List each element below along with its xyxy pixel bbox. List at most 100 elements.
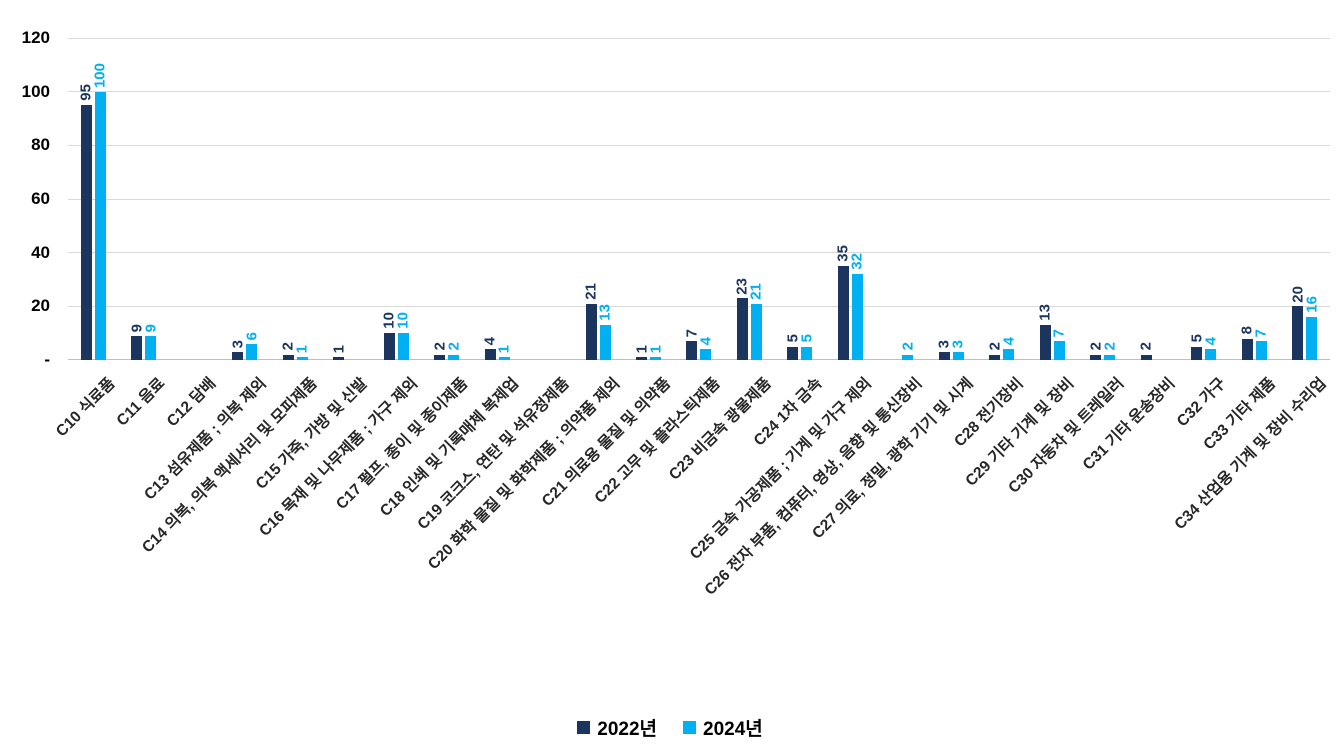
- value-label: 32: [848, 253, 866, 271]
- gridline: [68, 91, 1330, 93]
- bar: 3: [229, 340, 246, 360]
- category-label: C11 음료: [113, 374, 169, 430]
- bar: 1: [647, 345, 664, 360]
- bar: 2: [899, 342, 916, 360]
- y-tick-label: 60: [31, 189, 50, 208]
- value-label: 10: [394, 312, 412, 330]
- x-axis-line: [68, 359, 1330, 360]
- bar: 21: [748, 283, 765, 360]
- value-label: 4: [1000, 336, 1018, 346]
- gridline: [68, 144, 1330, 146]
- bar-group: [522, 38, 572, 360]
- bar: 5: [784, 334, 801, 360]
- bar: 13: [1037, 304, 1054, 360]
- bar: 2: [280, 342, 297, 360]
- value-label: 21: [582, 282, 600, 300]
- bar: 3: [950, 340, 967, 360]
- legend-label: 2022년: [597, 719, 657, 740]
- value-label: 13: [1036, 304, 1054, 322]
- bar: 4: [482, 337, 499, 360]
- value-label: 6: [243, 331, 261, 340]
- bar: 5: [1188, 334, 1205, 360]
- value-label: 4: [1202, 336, 1220, 346]
- bar-group: 20 16: [1280, 38, 1330, 360]
- value-label: 7: [1050, 328, 1068, 338]
- bar: 4: [1202, 337, 1219, 360]
- bar: 2: [1087, 342, 1104, 360]
- value-label: 2: [1137, 342, 1155, 351]
- value-label: 1: [293, 344, 311, 354]
- bar-group: 23 21: [724, 38, 774, 360]
- bar: 1: [633, 345, 650, 360]
- bar-group: 13 7: [1027, 38, 1077, 360]
- value-label: 4: [697, 336, 715, 346]
- bar-group: 21 13: [573, 38, 623, 360]
- bar: 1: [294, 345, 311, 360]
- y-axis: - 20 40 60 80 100 120: [0, 28, 60, 369]
- bar: 9: [128, 324, 145, 360]
- bar: 6: [243, 332, 260, 360]
- bar-group: 95 100: [68, 38, 118, 360]
- bar: 13: [597, 304, 614, 360]
- value-label: 9: [142, 323, 160, 332]
- bar-group: [169, 38, 219, 360]
- bar: 2: [431, 342, 448, 360]
- legend: 2022년 2024년: [0, 714, 1340, 741]
- y-tick-label: 100: [21, 81, 50, 101]
- value-label: 3: [949, 339, 967, 348]
- value-label: 1: [330, 344, 348, 354]
- value-label: 2: [899, 342, 917, 351]
- value-label: 7: [683, 328, 701, 338]
- value-label: 2: [445, 342, 463, 351]
- bar: 3: [936, 340, 953, 360]
- bar-group: 2: [876, 38, 926, 360]
- legend-item: 2024년: [683, 714, 763, 741]
- value-label: 7: [1252, 328, 1270, 338]
- bar: 7: [1253, 329, 1270, 360]
- value-label: 2: [1101, 342, 1119, 351]
- bar-group: 2: [1128, 38, 1178, 360]
- value-label: 21: [747, 282, 765, 300]
- bar: 7: [683, 329, 700, 360]
- gridline: [68, 252, 1330, 254]
- bar-group: 35 32: [825, 38, 875, 360]
- value-label: 1: [647, 344, 664, 354]
- bar: 35: [835, 245, 852, 360]
- legend-item: 2022년: [577, 714, 657, 741]
- bar: 21: [583, 283, 600, 360]
- y-tick-label: 40: [31, 242, 50, 262]
- value-label: 5: [798, 334, 816, 343]
- bar: 16: [1303, 296, 1320, 360]
- gridline: [68, 305, 1330, 307]
- bar: 2: [1101, 342, 1118, 360]
- gridline: [68, 37, 1330, 39]
- value-label: 13: [596, 304, 614, 322]
- legend-swatch: [577, 721, 591, 734]
- y-tick-label: 80: [31, 135, 50, 155]
- bar: 10: [395, 312, 412, 360]
- bar: 100: [92, 63, 109, 360]
- bar: 4: [697, 337, 714, 360]
- legend-label: 2024년: [703, 719, 763, 740]
- bar-group: 1: [320, 38, 370, 360]
- bar: 4: [1000, 337, 1017, 360]
- bar: 2: [986, 342, 1003, 360]
- y-tick-label: -: [44, 350, 50, 369]
- bar: 20: [1289, 286, 1306, 360]
- bar: 1: [330, 345, 347, 360]
- bar: 95: [78, 84, 95, 360]
- bar: 9: [142, 324, 159, 360]
- value-label: 16: [1303, 296, 1321, 314]
- bar: 5: [798, 334, 815, 360]
